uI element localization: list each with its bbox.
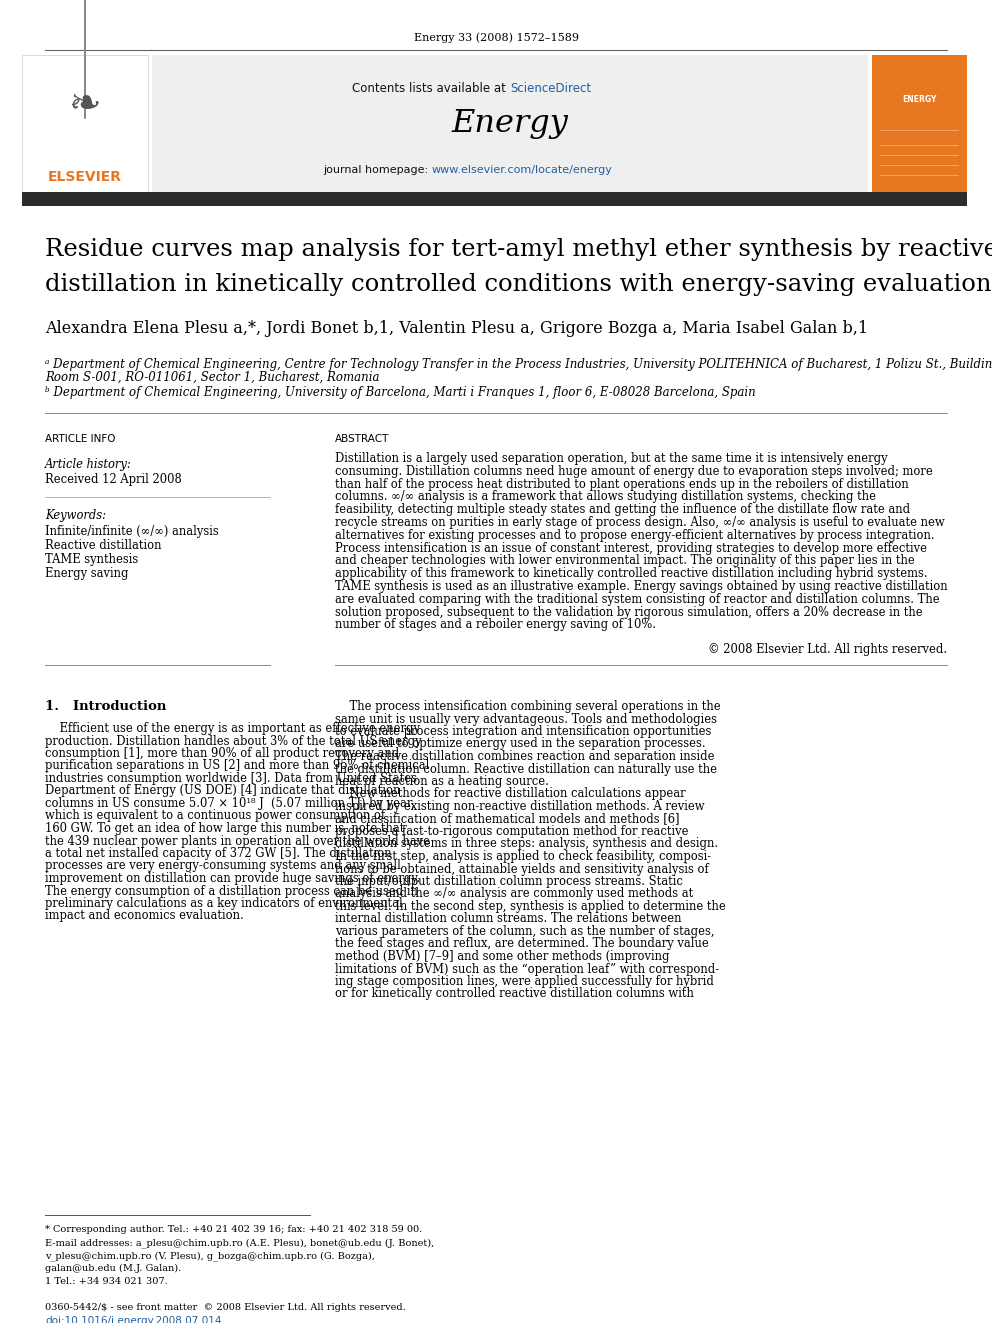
Bar: [22, 192, 967, 206]
Text: the input/output distillation column process streams. Static: the input/output distillation column pro…: [335, 875, 682, 888]
Text: improvement on distillation can provide huge savings of energy.: improvement on distillation can provide …: [45, 872, 421, 885]
Text: ARTICLE INFO: ARTICLE INFO: [45, 434, 115, 445]
Text: In the first step, analysis is applied to check feasibility, composi-: In the first step, analysis is applied t…: [335, 849, 711, 863]
Text: columns in US consume 5.07 × 10¹⁸ J  (5.07 million TJ) by year,: columns in US consume 5.07 × 10¹⁸ J (5.0…: [45, 796, 415, 810]
Text: columns. ∞/∞ analysis is a framework that allows studying distillation systems, : columns. ∞/∞ analysis is a framework tha…: [335, 491, 876, 503]
Text: are useful to optimize energy used in the separation processes.: are useful to optimize energy used in th…: [335, 737, 705, 750]
Text: applicability of this framework to kinetically controlled reactive distillation : applicability of this framework to kinet…: [335, 568, 928, 581]
Text: number of stages and a reboiler energy saving of 10%.: number of stages and a reboiler energy s…: [335, 618, 656, 631]
Text: the 439 nuclear power plants in operation all over the world have: the 439 nuclear power plants in operatio…: [45, 835, 430, 848]
Text: Reactive distillation: Reactive distillation: [45, 538, 162, 552]
Text: heat of reaction as a heating source.: heat of reaction as a heating source.: [335, 775, 549, 789]
Text: the feed stages and reflux, are determined. The boundary value: the feed stages and reflux, are determin…: [335, 938, 708, 950]
Text: than half of the process heat distributed to plant operations ends up in the reb: than half of the process heat distribute…: [335, 478, 909, 491]
Text: ENERGY: ENERGY: [902, 95, 936, 105]
Text: purification separations in US [2] and more than 95% of chemical: purification separations in US [2] and m…: [45, 759, 430, 773]
Text: consuming. Distillation columns need huge amount of energy due to evaporation st: consuming. Distillation columns need hug…: [335, 464, 932, 478]
Text: TAME synthesis is used as an illustrative example. Energy savings obtained by us: TAME synthesis is used as an illustrativ…: [335, 579, 947, 593]
Text: and cheaper technologies with lower environmental impact. The originality of thi: and cheaper technologies with lower envi…: [335, 554, 915, 568]
Text: alternatives for existing processes and to propose energy-efficient alternatives: alternatives for existing processes and …: [335, 529, 934, 542]
Text: recycle streams on purities in early stage of process design. Also, ∞/∞ analysis: recycle streams on purities in early sta…: [335, 516, 944, 529]
Text: © 2008 Elsevier Ltd. All rights reserved.: © 2008 Elsevier Ltd. All rights reserved…: [708, 643, 947, 656]
Text: 0360-5442/$ - see front matter  © 2008 Elsevier Ltd. All rights reserved.: 0360-5442/$ - see front matter © 2008 El…: [45, 1303, 406, 1312]
Text: ELSEVIER: ELSEVIER: [48, 169, 122, 184]
Text: doi:10.1016/j.energy.2008.07.014: doi:10.1016/j.energy.2008.07.014: [45, 1316, 221, 1323]
Text: Process intensification is an issue of constant interest, providing strategies t: Process intensification is an issue of c…: [335, 541, 927, 554]
Bar: [872, 56, 967, 192]
Text: ❧: ❧: [68, 86, 101, 124]
Text: ᵇ Department of Chemical Engineering, University of Barcelona, Marti i Franques : ᵇ Department of Chemical Engineering, Un…: [45, 386, 756, 400]
Text: proposes a fast-to-rigorous computation method for reactive: proposes a fast-to-rigorous computation …: [335, 826, 688, 837]
Text: distillation in kinetically controlled conditions with energy-saving evaluation: distillation in kinetically controlled c…: [45, 273, 991, 296]
Text: Infinite/infinite (∞/∞) analysis: Infinite/infinite (∞/∞) analysis: [45, 525, 219, 538]
Text: Residue curves map analysis for tert-amyl methyl ether synthesis by reactive: Residue curves map analysis for tert-amy…: [45, 238, 992, 261]
Text: industries consumption worldwide [3]. Data from United States: industries consumption worldwide [3]. Da…: [45, 773, 417, 785]
Text: New methods for reactive distillation calculations appear: New methods for reactive distillation ca…: [335, 787, 685, 800]
Text: or for kinetically controlled reactive distillation columns with: or for kinetically controlled reactive d…: [335, 987, 693, 1000]
Text: Energy 33 (2008) 1572–1589: Energy 33 (2008) 1572–1589: [414, 32, 578, 42]
Text: distillation systems in three steps: analysis, synthesis and design.: distillation systems in three steps: ana…: [335, 837, 718, 851]
Text: Energy: Energy: [451, 108, 568, 139]
Text: Distillation is a largely used separation operation, but at the same time it is : Distillation is a largely used separatio…: [335, 452, 888, 464]
Text: method (BVM) [7–9] and some other methods (improving: method (BVM) [7–9] and some other method…: [335, 950, 670, 963]
Text: ᵃ Department of Chemical Engineering, Centre for Technology Transfer in the Proc: ᵃ Department of Chemical Engineering, Ce…: [45, 359, 992, 370]
Text: Room S-001, RO-011061, Sector 1, Bucharest, Romania: Room S-001, RO-011061, Sector 1, Buchare…: [45, 370, 380, 384]
Text: same unit is usually very advantageous. Tools and methodologies: same unit is usually very advantageous. …: [335, 713, 717, 725]
Text: a total net installed capacity of 372 GW [5]. The distillation: a total net installed capacity of 372 GW…: [45, 847, 392, 860]
Text: Department of Energy (US DOE) [4] indicate that distillation: Department of Energy (US DOE) [4] indica…: [45, 785, 401, 798]
Text: * Corresponding author. Tel.: +40 21 402 39 16; fax: +40 21 402 318 59 00.: * Corresponding author. Tel.: +40 21 402…: [45, 1225, 423, 1234]
Text: processes are very energy-consuming systems and any small: processes are very energy-consuming syst…: [45, 860, 401, 872]
Text: Contents lists available at: Contents lists available at: [352, 82, 510, 95]
Text: analysis and the ∞/∞ analysis are commonly used methods at: analysis and the ∞/∞ analysis are common…: [335, 888, 693, 901]
Text: to evaluate process integration and intensification opportunities: to evaluate process integration and inte…: [335, 725, 711, 738]
Text: Keywords:: Keywords:: [45, 509, 106, 523]
Text: 1.   Introduction: 1. Introduction: [45, 700, 167, 713]
Text: tions to be obtained, attainable yields and sensitivity analysis of: tions to be obtained, attainable yields …: [335, 863, 708, 876]
Text: which is equivalent to a continuous power consumption of: which is equivalent to a continuous powe…: [45, 810, 385, 823]
Text: The energy consumption of a distillation process can be used in: The energy consumption of a distillation…: [45, 885, 418, 897]
Text: Received 12 April 2008: Received 12 April 2008: [45, 474, 182, 486]
Text: v_plesu@chim.upb.ro (V. Plesu), g_bozga@chim.upb.ro (G. Bozga),: v_plesu@chim.upb.ro (V. Plesu), g_bozga@…: [45, 1252, 375, 1261]
Text: consumption [1], more than 90% of all product recovery and: consumption [1], more than 90% of all pr…: [45, 747, 399, 759]
Text: feasibility, detecting multiple steady states and getting the influence of the d: feasibility, detecting multiple steady s…: [335, 503, 910, 516]
Text: solution proposed, subsequent to the validation by rigorous simulation, offers a: solution proposed, subsequent to the val…: [335, 606, 923, 619]
Text: the distillation column. Reactive distillation can naturally use the: the distillation column. Reactive distil…: [335, 762, 717, 775]
Text: ABSTRACT: ABSTRACT: [335, 434, 390, 445]
Text: ing stage composition lines, were applied successfully for hybrid: ing stage composition lines, were applie…: [335, 975, 714, 988]
Text: E-mail addresses: a_plesu@chim.upb.ro (A.E. Plesu), bonet@ub.edu (J. Bonet),: E-mail addresses: a_plesu@chim.upb.ro (A…: [45, 1238, 434, 1248]
Text: impact and economics evaluation.: impact and economics evaluation.: [45, 909, 244, 922]
Text: 1 Tel.: +34 934 021 307.: 1 Tel.: +34 934 021 307.: [45, 1277, 168, 1286]
Bar: [22, 56, 148, 192]
Text: limitations of BVM) such as the “operation leaf” with correspond-: limitations of BVM) such as the “operati…: [335, 963, 719, 975]
Text: internal distillation column streams. The relations between: internal distillation column streams. Th…: [335, 913, 682, 926]
Text: production. Distillation handles about 3% of the total US energy: production. Distillation handles about 3…: [45, 734, 422, 747]
Text: Energy saving: Energy saving: [45, 568, 129, 579]
Text: are evaluated comparing with the traditional system consisting of reactor and di: are evaluated comparing with the traditi…: [335, 593, 939, 606]
Text: Efficient use of the energy is as important as effective energy: Efficient use of the energy is as import…: [45, 722, 420, 736]
Text: www.elsevier.com/locate/energy: www.elsevier.com/locate/energy: [432, 165, 613, 175]
Text: preliminary calculations as a key indicators of environmental: preliminary calculations as a key indica…: [45, 897, 403, 910]
Text: this level. In the second step, synthesis is applied to determine the: this level. In the second step, synthesi…: [335, 900, 726, 913]
Text: Alexandra Elena Plesu a,*, Jordi Bonet b,1, Valentin Plesu a, Grigore Bozga a, M: Alexandra Elena Plesu a,*, Jordi Bonet b…: [45, 320, 868, 337]
Bar: [152, 56, 868, 192]
Text: Article history:: Article history:: [45, 458, 132, 471]
Text: various parameters of the column, such as the number of stages,: various parameters of the column, such a…: [335, 925, 714, 938]
Text: The reactive distillation combines reaction and separation inside: The reactive distillation combines react…: [335, 750, 714, 763]
Text: galan@ub.edu (M.J. Galan).: galan@ub.edu (M.J. Galan).: [45, 1263, 182, 1273]
Text: and classification of mathematical models and methods [6]: and classification of mathematical model…: [335, 812, 680, 826]
Text: 160 GW. To get an idea of how large this number is, note that: 160 GW. To get an idea of how large this…: [45, 822, 405, 835]
Text: The process intensification combining several operations in the: The process intensification combining se…: [335, 700, 720, 713]
Text: TAME synthesis: TAME synthesis: [45, 553, 138, 566]
Text: journal homepage:: journal homepage:: [323, 165, 432, 175]
Text: ScienceDirect: ScienceDirect: [510, 82, 591, 95]
Text: inspired by existing non-reactive distillation methods. A review: inspired by existing non-reactive distil…: [335, 800, 704, 814]
